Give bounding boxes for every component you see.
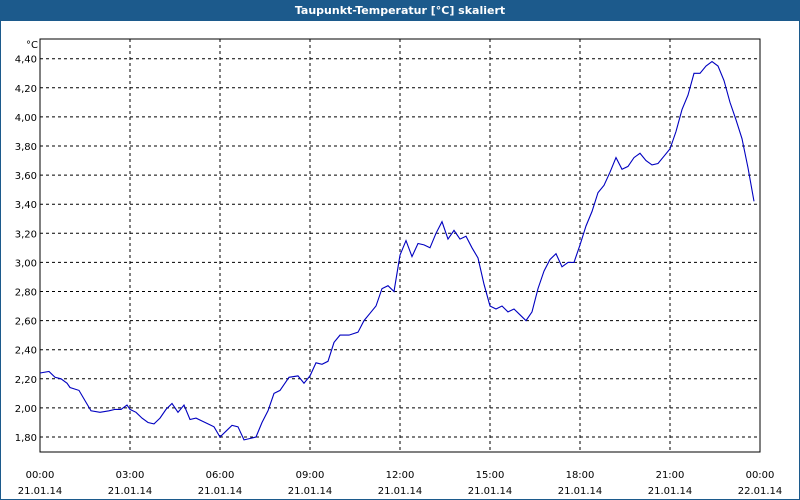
- x-tick-date-label: 22.01.14: [738, 486, 783, 497]
- y-tick-label: 2,80: [15, 288, 37, 299]
- y-tick-label: 2,60: [15, 317, 37, 328]
- x-tick-date-label: 21.01.14: [648, 486, 693, 497]
- y-tick-label: 2,40: [15, 346, 37, 357]
- x-tick-time-label: 15:00: [476, 470, 505, 481]
- y-tick-label: 3,60: [15, 171, 37, 182]
- x-tick-date-label: 21.01.14: [108, 486, 153, 497]
- y-tick-label: 4,40: [15, 55, 37, 66]
- chart-title-bar: Taupunkt-Temperatur [°C] skaliert: [1, 1, 799, 21]
- y-tick-label: 3,20: [15, 229, 37, 240]
- x-tick-time-label: 09:00: [296, 470, 325, 481]
- y-tick-label: 4,20: [15, 84, 37, 95]
- plot-border: [39, 38, 761, 453]
- x-tick-time-label: 18:00: [566, 470, 595, 481]
- y-tick-label: 3,40: [15, 200, 37, 211]
- x-tick-time-label: 00:00: [26, 470, 55, 481]
- y-tick-label: 3,80: [15, 142, 37, 153]
- x-tick-date-label: 21.01.14: [468, 486, 513, 497]
- x-tick-time-label: 12:00: [386, 470, 415, 481]
- y-tick-label: 1,80: [15, 433, 37, 444]
- x-tick-date-label: 21.01.14: [288, 486, 333, 497]
- y-tick-label: 3,00: [15, 258, 37, 269]
- x-axis-ticks: 00:00 21.01.14 03:00 21.01.14 06:00 21.01.14 0…: [18, 470, 783, 497]
- y-tick-label: 2,20: [15, 375, 37, 386]
- y-axis-ticks: 1,80 2,00 2,20 2,40 2,60 2,80 3,00 3,20 3,40 3,60…: [15, 55, 37, 444]
- x-tick-date-label: 21.01.14: [378, 486, 423, 497]
- x-tick-date-label: 21.01.14: [18, 486, 63, 497]
- x-tick-date-label: 21.01.14: [558, 486, 603, 497]
- y-tick-label: 4,00: [15, 113, 37, 124]
- x-tick-time-label: 03:00: [116, 470, 145, 481]
- x-tick-time-label: 06:00: [206, 470, 235, 481]
- series-line: [39, 60, 755, 441]
- grid-lines: [40, 39, 760, 452]
- x-tick-time-label: 21:00: [656, 470, 685, 481]
- x-tick-time-label: 00:00: [746, 470, 775, 481]
- x-tick-date-label: 21.01.14: [198, 486, 243, 497]
- y-axis-unit: °C: [26, 40, 38, 51]
- y-tick-label: 2,00: [15, 404, 37, 415]
